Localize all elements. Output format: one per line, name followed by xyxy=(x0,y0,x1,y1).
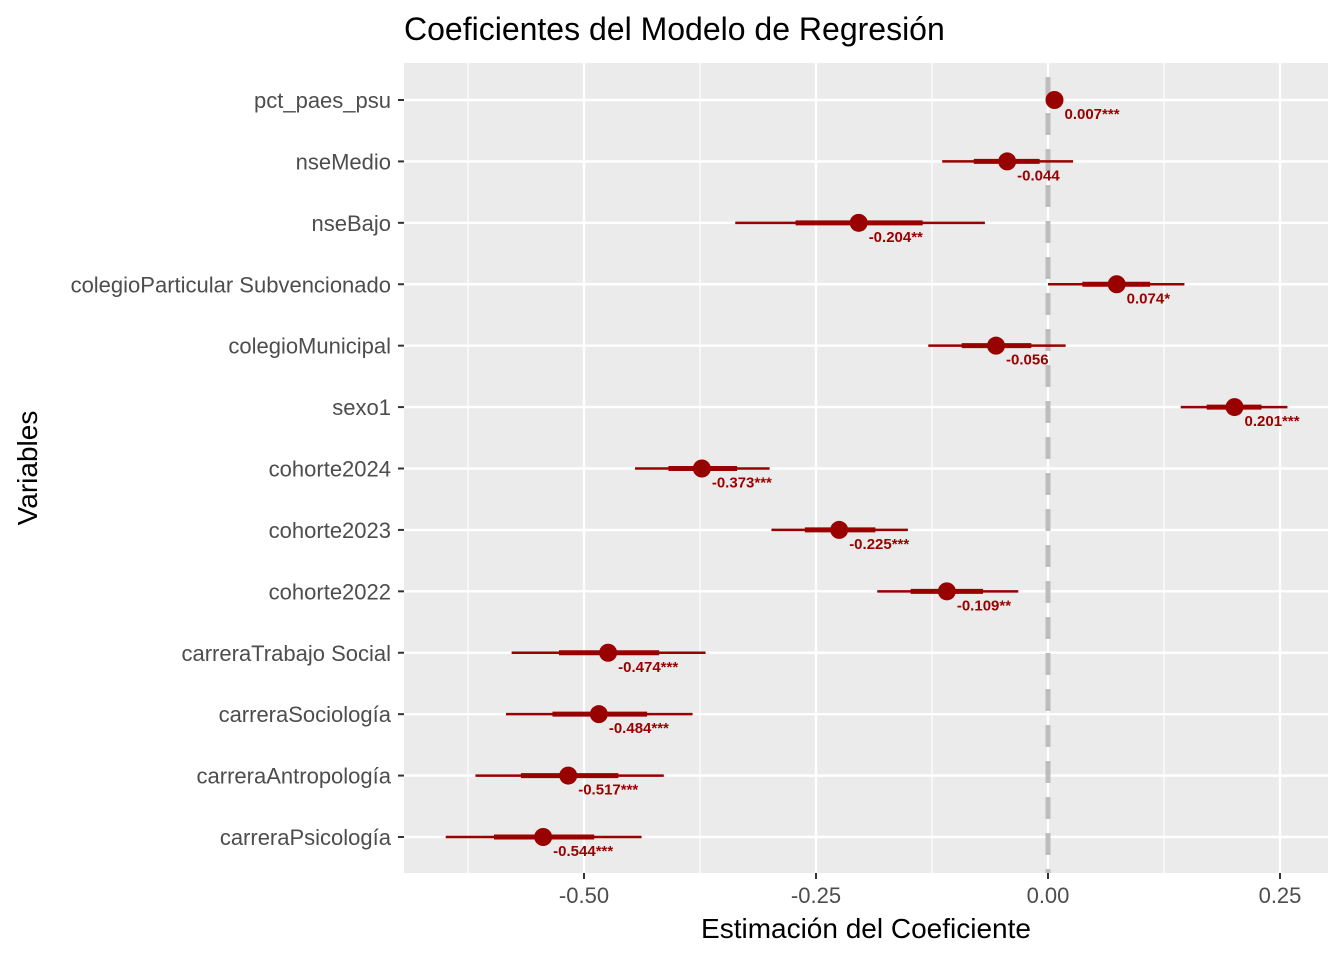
estimate-point xyxy=(692,459,711,478)
estimate-point xyxy=(937,582,956,601)
estimate-point xyxy=(599,643,618,662)
estimate-point xyxy=(1045,91,1064,109)
estimate-label: -0.517*** xyxy=(578,782,638,799)
y-axis-title: Variables xyxy=(12,411,43,526)
estimate-label: 0.201*** xyxy=(1245,413,1300,430)
estimate-label: -0.044 xyxy=(1017,167,1060,184)
estimate-point xyxy=(534,828,553,846)
y-tick-label: cohorte2024 xyxy=(269,457,391,482)
y-axis: pct_paes_psu nseMedio nseBajo colegioPartic… xyxy=(71,88,404,850)
estimate-point xyxy=(559,766,578,785)
y-tick-label: carreraPsicología xyxy=(220,825,392,850)
estimate-label: -0.204** xyxy=(869,229,923,246)
estimate-point xyxy=(589,705,608,724)
y-tick-label: sexo1 xyxy=(332,395,391,420)
y-tick-label: cohorte2022 xyxy=(269,579,391,604)
y-tick-label: carreraAntropología xyxy=(197,764,392,789)
estimate-point xyxy=(830,520,849,539)
estimate-label: -0.225*** xyxy=(849,536,909,553)
estimate-label: -0.109** xyxy=(957,597,1011,614)
y-tick-label: colegioParticular Subvencionado xyxy=(71,272,391,297)
estimate-point xyxy=(1107,275,1126,294)
y-tick-label: cohorte2023 xyxy=(269,518,391,543)
estimate-label: -0.373*** xyxy=(712,475,772,492)
estimate-label: -0.544*** xyxy=(553,843,613,860)
y-tick-label: nseMedio xyxy=(296,149,391,174)
estimate-point xyxy=(1225,398,1244,417)
x-axis-title: Estimación del Coeficiente xyxy=(701,913,1031,944)
y-tick-label: pct_paes_psu xyxy=(254,88,391,113)
estimate-point xyxy=(987,336,1006,355)
estimate-label: 0.074* xyxy=(1127,290,1171,307)
estimate-point xyxy=(998,152,1017,171)
estimate-label: -0.484*** xyxy=(609,720,669,737)
x-axis: -0.50 -0.25 0.00 0.25 xyxy=(559,873,1301,908)
x-tick-label: 0.25 xyxy=(1259,883,1302,908)
x-tick-label: -0.50 xyxy=(559,883,609,908)
x-tick-label: -0.25 xyxy=(791,883,841,908)
estimate-label: 0.007*** xyxy=(1064,106,1119,123)
y-tick-label: colegioMunicipal xyxy=(228,334,391,359)
estimate-point xyxy=(849,213,868,232)
y-tick-label: nseBajo xyxy=(311,211,391,236)
y-tick-label: carreraTrabajo Social xyxy=(182,641,392,666)
x-tick-label: 0.00 xyxy=(1027,883,1070,908)
estimate-label: -0.474*** xyxy=(618,659,678,676)
y-tick-label: carreraSociología xyxy=(219,702,392,727)
coefficient-marks: 0.007*** -0.044 -0.204** 0.074* -0.056 0.201*… xyxy=(445,91,1300,860)
chart-title: Coeficientes del Modelo de Regresión xyxy=(404,11,945,47)
estimate-label: -0.056 xyxy=(1006,352,1049,369)
